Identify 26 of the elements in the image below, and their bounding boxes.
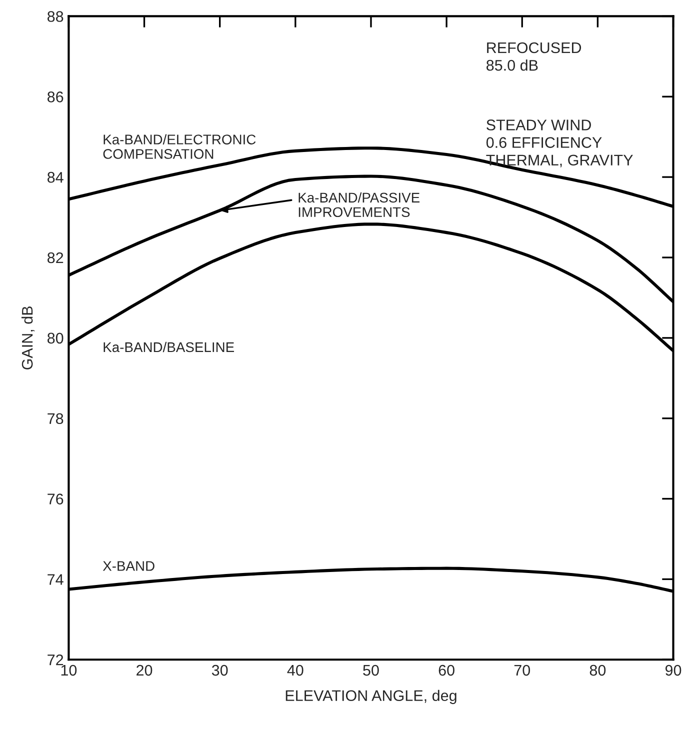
- y-tick-label: 72: [48, 654, 64, 666]
- x-tick-label: 60: [438, 664, 454, 676]
- series-label: Ka-BAND/ELECTRONIC COMPENSATION: [103, 134, 256, 159]
- y-tick-label: 86: [48, 92, 64, 102]
- y-tick-label: 82: [48, 252, 64, 264]
- x-tick-label: 80: [590, 664, 606, 676]
- series-label: Ka-BAND/PASSIVE IMPROVEMENTS: [298, 192, 420, 218]
- x-tick-label: 70: [514, 664, 530, 676]
- x-tick-label: 10: [61, 664, 77, 676]
- x-tick-label: 20: [136, 664, 152, 676]
- series-label: X-BAND: [102, 561, 154, 571]
- annotation: REFOCUSED 85.0 dB: [486, 42, 582, 71]
- x-axis-title: ELEVATION ANGLE, deg: [286, 690, 456, 704]
- x-tick-label: 50: [363, 664, 379, 676]
- x-tick-label: 90: [665, 664, 682, 676]
- y-tick-label: 76: [48, 494, 64, 504]
- annotation: STEADY WIND 0.6 EFFICIENCY THERMAL, GRAVITY: [486, 120, 633, 168]
- y-tick-label: 78: [48, 413, 64, 424]
- series-label: Ka-BAND/BASELINE: [104, 342, 234, 352]
- y-axis-title: GAIN, dB: [21, 306, 35, 370]
- y-tick-label: 80: [48, 332, 64, 344]
- x-tick-label: 30: [212, 664, 228, 676]
- y-tick-label: 88: [48, 11, 64, 22]
- y-tick-label: 84: [48, 172, 64, 183]
- y-tick-label: 74: [48, 574, 64, 585]
- x-tick-label: 40: [287, 664, 304, 676]
